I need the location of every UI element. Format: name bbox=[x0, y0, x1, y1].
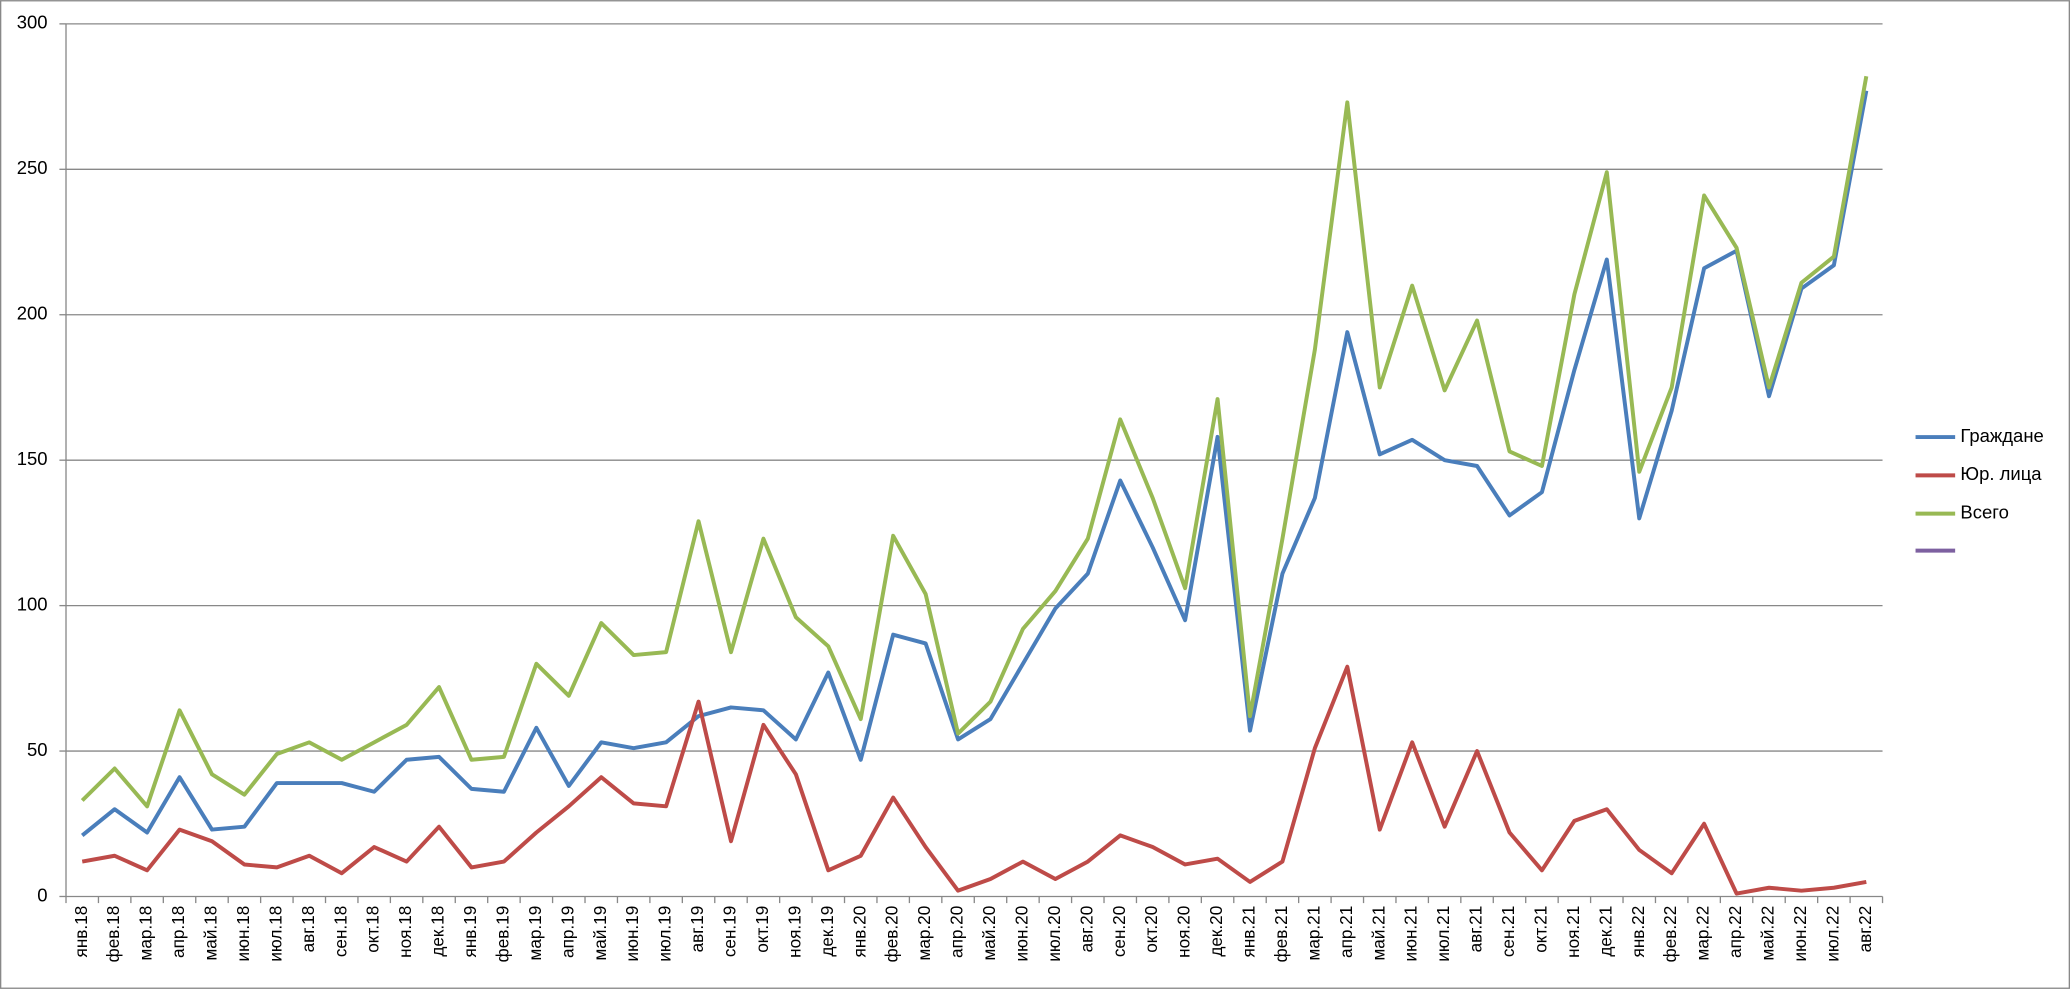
y-tick-label: 150 bbox=[17, 448, 48, 469]
y-tick-label: 0 bbox=[37, 884, 47, 905]
x-tick-label: дек.18 bbox=[428, 906, 448, 957]
x-tick-label: окт.18 bbox=[363, 906, 383, 953]
x-tick-label: мар.19 bbox=[525, 906, 545, 961]
x-tick-label: янв.20 bbox=[849, 906, 869, 958]
x-tick-label: апр.19 bbox=[557, 906, 577, 958]
x-tick-label: мар.22 bbox=[1693, 906, 1713, 961]
x-tick-label: янв.18 bbox=[71, 906, 91, 958]
x-tick-label: июн.22 bbox=[1790, 906, 1810, 962]
x-tick-label: сен.21 bbox=[1498, 906, 1518, 957]
legend-label: Всего bbox=[1960, 502, 2008, 523]
x-tick-label: апр.20 bbox=[947, 906, 967, 958]
x-tick-label: авг.22 bbox=[1855, 906, 1875, 953]
x-tick-label: июн.21 bbox=[1401, 906, 1421, 962]
x-tick-label: окт.19 bbox=[752, 906, 772, 953]
x-tick-label: фев.20 bbox=[882, 906, 902, 963]
x-tick-label: сен.18 bbox=[330, 906, 350, 957]
line-series bbox=[81, 664, 1867, 896]
legend-label: Юр. лица bbox=[1960, 463, 2042, 484]
x-tick-label: июл.19 bbox=[655, 906, 675, 962]
x-tick-label: апр.22 bbox=[1725, 906, 1745, 958]
x-tick-label: сен.19 bbox=[720, 906, 740, 957]
x-tick-label: май.18 bbox=[201, 906, 221, 961]
x-tick-label: янв.21 bbox=[1239, 906, 1259, 958]
x-tick-label: дек.19 bbox=[817, 906, 837, 957]
x-tick-label: ноя.20 bbox=[1174, 906, 1194, 958]
x-tick-label: июл.20 bbox=[1044, 906, 1064, 962]
x-tick-label: июл.18 bbox=[265, 906, 285, 962]
x-tick-label: авг.20 bbox=[1076, 906, 1096, 953]
x-tick-label: июн.19 bbox=[622, 906, 642, 962]
y-tick-label: 250 bbox=[17, 157, 48, 178]
x-tick-label: июл.22 bbox=[1822, 906, 1842, 962]
x-tick-label: ноя.19 bbox=[784, 906, 804, 958]
y-tick-label: 300 bbox=[17, 12, 48, 33]
x-tick-label: июн.18 bbox=[233, 906, 253, 962]
x-tick-label: авг.21 bbox=[1466, 906, 1486, 953]
x-tick-label: окт.20 bbox=[1141, 906, 1161, 953]
x-tick-label: апр.21 bbox=[1336, 906, 1356, 958]
y-tick-label: 50 bbox=[27, 739, 48, 760]
x-tick-label: ноя.21 bbox=[1563, 906, 1583, 958]
x-tick-label: мар.21 bbox=[1303, 906, 1323, 961]
x-tick-label: мар.20 bbox=[914, 906, 934, 961]
x-tick-label: янв.19 bbox=[460, 906, 480, 958]
legend-label: Граждане bbox=[1960, 425, 2043, 446]
x-tick-label: мар.18 bbox=[136, 906, 156, 961]
x-tick-label: май.20 bbox=[979, 906, 999, 961]
line-series bbox=[80, 75, 1869, 809]
x-tick-label: июл.21 bbox=[1433, 906, 1453, 962]
y-tick-label: 200 bbox=[17, 303, 48, 324]
line-series bbox=[80, 90, 1869, 837]
x-tick-label: дек.20 bbox=[1206, 906, 1226, 957]
x-tick-label: сен.20 bbox=[1109, 906, 1129, 957]
x-tick-label: ноя.18 bbox=[395, 906, 415, 958]
x-tick-label: фев.21 bbox=[1271, 906, 1291, 963]
x-tick-label: авг.19 bbox=[687, 906, 707, 953]
x-tick-label: окт.21 bbox=[1530, 906, 1550, 953]
x-tick-label: янв.22 bbox=[1628, 906, 1648, 958]
x-tick-label: авг.18 bbox=[298, 906, 318, 953]
x-tick-label: июн.20 bbox=[1011, 906, 1031, 962]
x-tick-label: май.19 bbox=[590, 906, 610, 961]
x-tick-label: апр.18 bbox=[168, 906, 188, 958]
x-tick-label: май.22 bbox=[1758, 906, 1778, 961]
x-tick-label: фев.19 bbox=[492, 906, 512, 963]
x-tick-label: фев.18 bbox=[103, 906, 123, 963]
x-tick-label: дек.21 bbox=[1595, 906, 1615, 957]
y-tick-label: 100 bbox=[17, 593, 48, 614]
x-tick-label: фев.22 bbox=[1660, 906, 1680, 963]
x-tick-label: май.21 bbox=[1368, 906, 1388, 961]
